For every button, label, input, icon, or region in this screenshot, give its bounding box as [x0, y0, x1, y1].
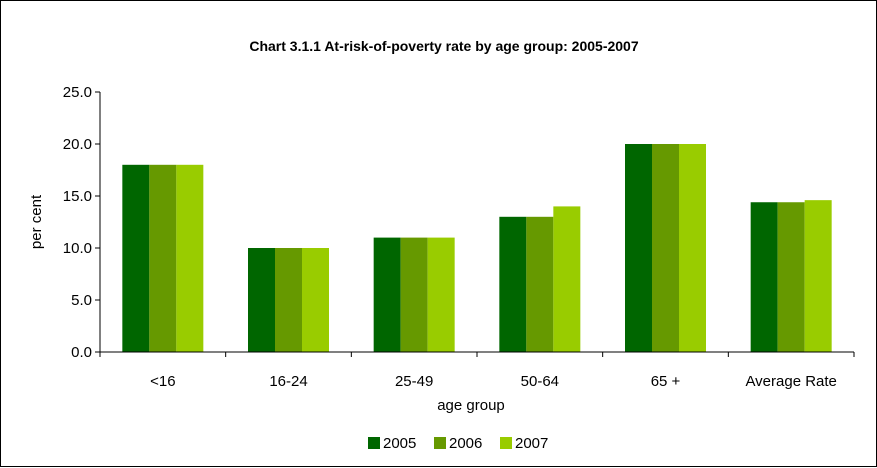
axes-layer: <16 16-24 25-49 50-64 65 + Average Rate 0.0 5.0…: [63, 84, 855, 390]
bar-2006-0: [149, 164, 177, 352]
x-tick-label: 25-49: [395, 373, 433, 390]
y-tick-label: 10.0: [63, 240, 92, 257]
bar-2005-1: [248, 248, 275, 352]
x-tick-label: 16-24: [269, 373, 307, 390]
x-axis-title: age group: [437, 397, 505, 414]
legend-swatch-2005: [368, 437, 380, 449]
bar-2006-2: [400, 237, 428, 352]
bar-2007-3: [553, 206, 581, 352]
bar-2005-3: [499, 216, 527, 352]
bar-2005-4: [625, 144, 652, 352]
bar-2006-4: [652, 144, 679, 352]
x-tick-label: 50-64: [521, 373, 559, 390]
bar-2006-3: [526, 216, 554, 352]
bar-2006-5: [777, 202, 805, 352]
y-tick-label: 0.0: [71, 344, 92, 361]
x-tick-label: <16: [150, 373, 175, 390]
bar-2007-4: [679, 144, 706, 352]
y-tick-label: 15.0: [63, 188, 92, 205]
chart-title: Chart 3.1.1 At-risk-of-poverty rate by a…: [249, 38, 638, 54]
bar-2005-0: [122, 164, 150, 352]
y-tick-label: 5.0: [71, 292, 92, 309]
legend-label-2006: 2006: [449, 435, 482, 452]
legend-swatch-2006: [434, 437, 446, 449]
legend-label-2007: 2007: [515, 435, 548, 452]
x-tick-label: Average Rate: [745, 373, 836, 390]
bar-2007-2: [427, 237, 455, 352]
bar-2007-5: [804, 200, 832, 352]
legend: 2005 2006 2007: [368, 435, 548, 452]
y-tick-label: 20.0: [63, 136, 92, 153]
bar-2005-5: [750, 202, 778, 352]
bars-layer: [122, 144, 832, 352]
y-axis-title: per cent: [28, 194, 45, 249]
legend-label-2005: 2005: [383, 435, 416, 452]
y-tick-label: 25.0: [63, 84, 92, 101]
bar-2007-0: [176, 164, 204, 352]
bar-2007-1: [302, 248, 329, 352]
bar-2006-1: [275, 248, 302, 352]
bar-2005-2: [373, 237, 401, 352]
legend-swatch-2007: [500, 437, 512, 449]
x-tick-label: 65 +: [651, 373, 681, 390]
